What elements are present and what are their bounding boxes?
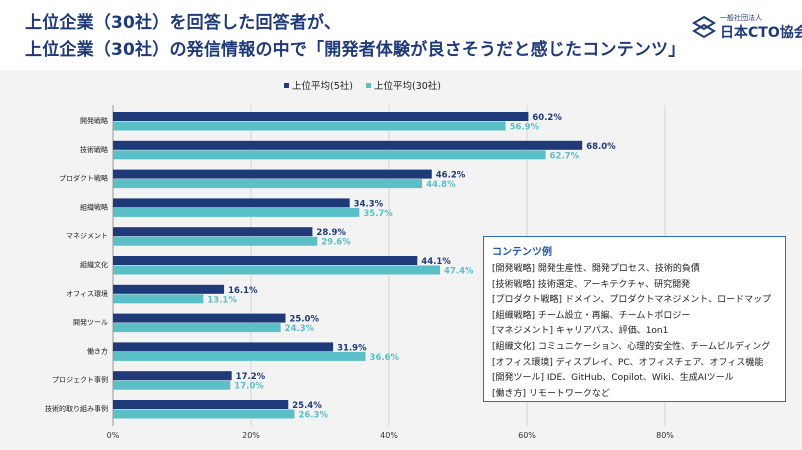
- bar-series2: [113, 150, 546, 160]
- category-label: 技術戦略: [80, 145, 108, 154]
- data-label-series2: 26.3%: [298, 411, 328, 421]
- cto-logo-icon: [692, 15, 716, 39]
- data-label-series1: 60.2%: [532, 113, 562, 123]
- legend-label-series1: 上位平均(5社): [292, 80, 353, 92]
- data-label-series2: 35.7%: [363, 209, 393, 219]
- bar-series2: [113, 179, 423, 189]
- organization-logo: 一般社団法人 日本CTO協会: [692, 13, 802, 47]
- content-example-line: [技術戦略] 技術選定、アーキテクチャ、研究開発: [492, 279, 691, 290]
- page-title-line-2: 上位企業（30社）の発信情報の中で「開発者体験が良さそうだと感じたコンテンツ」: [25, 40, 686, 60]
- bar-series2: [113, 207, 360, 217]
- bar-series2: [113, 323, 281, 333]
- bar-series1: [113, 284, 225, 294]
- page-title-line-1: 上位企業（30社）を回答した回答者が、: [25, 13, 342, 33]
- content-examples-title: コンテンツ例: [492, 247, 552, 258]
- bar-series1: [113, 256, 418, 265]
- content-example-line: [組織文化] コミュニケーション、心理的安全性、チームビルディング: [492, 341, 771, 352]
- bar-series2: [113, 236, 318, 246]
- bar-series1: [113, 140, 583, 150]
- data-label-series1: 16.1%: [228, 286, 258, 296]
- content-example-line: [働き方] リモートワークなど: [492, 388, 610, 399]
- logo-subtitle: 一般社団法人: [720, 14, 762, 22]
- content-example-line: [組織戦略] チーム設立・再編、チームトポロジー: [492, 310, 691, 321]
- content-example-line: [開発ツール] IDE、GitHub、Copilot、Wiki、生成AIツール: [492, 373, 734, 384]
- x-tick-label: 80%: [656, 431, 674, 440]
- x-tick-label: 60%: [518, 431, 536, 440]
- content-example-line: [マネジメント] キャリアパス、評価、1on1: [492, 326, 669, 337]
- content-example-line: [オフィス環境] ディスプレイ、PC、オフィスチェア、オフィス機能: [492, 357, 764, 368]
- legend-swatch-series1: [284, 83, 289, 88]
- category-label: プロジェクト事例: [52, 375, 108, 384]
- category-label: オフィス環境: [66, 289, 108, 298]
- data-label-series2: 36.6%: [370, 353, 400, 363]
- data-label-series2: 44.8%: [426, 180, 456, 190]
- content-example-line: [開発戦略] 開発生産性、開発プロセス、技術的負債: [492, 264, 700, 274]
- data-label-series1: 31.9%: [337, 343, 367, 353]
- data-label-series2: 29.6%: [321, 238, 351, 248]
- bar-series2: [113, 121, 506, 131]
- data-label-series2: 17.0%: [234, 382, 264, 392]
- data-label-series1: 46.2%: [436, 171, 466, 181]
- data-label-series2: 56.9%: [510, 123, 540, 133]
- data-label-series1: 25.0%: [290, 315, 320, 325]
- x-tick-label: 20%: [242, 431, 260, 440]
- category-label: 組織文化: [80, 260, 108, 269]
- x-tick-label: 40%: [380, 431, 398, 440]
- category-label: 働き方: [87, 346, 108, 355]
- category-label: マネジメント: [66, 232, 108, 240]
- bar-series2: [113, 351, 366, 361]
- data-label-series1: 44.1%: [421, 257, 451, 267]
- data-label-series1: 17.2%: [236, 372, 266, 382]
- bar-series1: [113, 227, 313, 237]
- legend-swatch-series2: [366, 83, 371, 88]
- data-label-series1: 28.9%: [316, 228, 346, 238]
- data-label-series1: 25.4%: [292, 401, 322, 411]
- bar-series1: [113, 313, 286, 323]
- bar-series2: [113, 294, 204, 304]
- data-label-series2: 24.3%: [285, 324, 315, 334]
- legend-label-series2: 上位平均(30社): [374, 80, 441, 92]
- category-label: 開発ツール: [73, 318, 108, 327]
- category-label: 開発戦略: [80, 116, 108, 125]
- bar-series1: [113, 371, 232, 381]
- content-examples-box: コンテンツ例 [開発戦略] 開発生産性、開発プロセス、技術的負債 [技術戦略] 技…: [483, 236, 786, 402]
- content-example-line: [プロダクト戦略] ドメイン、プロダクトマネジメント、ロードマップ: [492, 295, 772, 306]
- bar-series1: [113, 169, 432, 179]
- bar-series1: [113, 342, 334, 352]
- bar-series2: [113, 265, 441, 275]
- category-label: 技術的取り組み事例: [45, 404, 108, 413]
- data-label-series2: 62.7%: [550, 151, 580, 161]
- bar-series1: [113, 112, 529, 121]
- bar-series2: [113, 380, 231, 390]
- logo-name: 日本CTO協会: [720, 25, 802, 41]
- category-label: プロダクト戦略: [59, 174, 108, 183]
- category-label: 組織戦略: [80, 202, 108, 211]
- bar-series1: [113, 400, 289, 409]
- bar-series1: [113, 198, 350, 208]
- data-label-series2: 47.4%: [444, 267, 474, 277]
- bar-series2: [113, 409, 295, 419]
- x-tick-label: 0%: [107, 431, 120, 440]
- data-label-series2: 13.1%: [207, 295, 237, 305]
- data-label-series1: 34.3%: [354, 199, 384, 209]
- content-examples-list: [開発戦略] 開発生産性、開発プロセス、技術的負債 [技術戦略] 技術選定、アーキ…: [492, 262, 777, 402]
- data-label-series1: 68.0%: [586, 142, 616, 152]
